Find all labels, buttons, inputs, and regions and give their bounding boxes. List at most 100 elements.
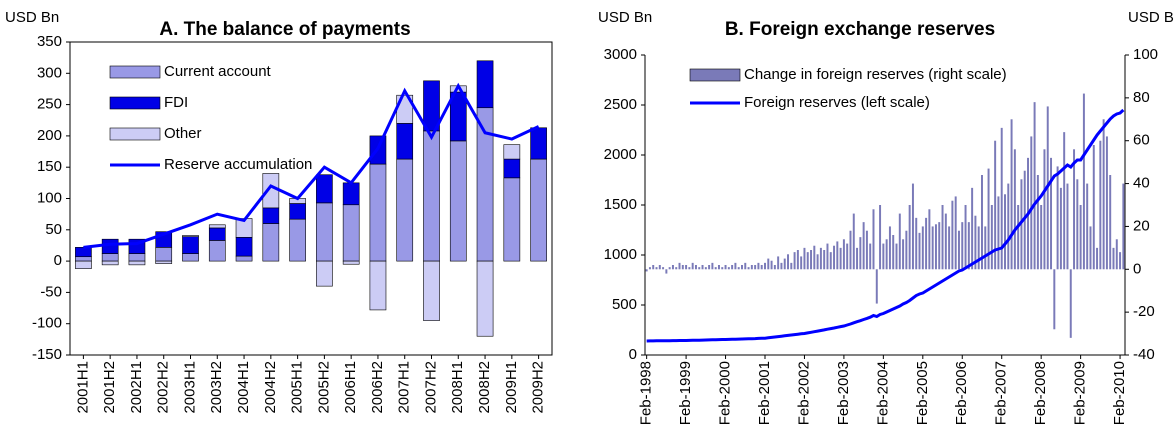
x-tick-label: 2001H2 [101,361,118,414]
bar [235,255,253,262]
bar [648,267,651,270]
bar [994,140,997,270]
legend-swatch [109,65,161,79]
bar [449,140,467,262]
bar [1063,132,1066,270]
x-tick-label: Feb-2008 [1032,361,1049,425]
y-tick-label: -150 [32,346,62,363]
bar [724,265,727,270]
bar [948,226,951,270]
bar [1073,149,1076,270]
y-tick-label: 2500 [604,96,637,113]
bar [737,267,740,270]
bar [1056,166,1059,270]
bar [503,144,521,160]
bar [977,226,980,270]
bar [908,205,911,270]
bar [1109,175,1112,270]
bar [208,240,226,262]
bar [747,267,750,270]
legend-swatch [689,68,741,82]
bar [342,260,360,265]
bar [262,223,280,262]
y2-tick-label: 60 [1133,132,1150,149]
x-tick-label: Feb-2001 [756,361,773,425]
bar [155,247,173,262]
bar [869,243,872,270]
bar [714,267,717,270]
chart-title: A. The balance of payments [159,19,410,40]
x-tick-label: 2008H2 [476,361,493,414]
bar [681,265,684,270]
bar [885,239,888,270]
bar [967,222,970,270]
bar [1030,136,1033,270]
bar [708,265,711,270]
bar [75,256,92,262]
bar [760,265,763,270]
x-tick-label: 2004H2 [262,361,279,414]
bar [235,237,253,257]
bar [727,267,730,270]
y-tick-label: -100 [32,315,62,332]
y-tick-label: 300 [37,64,62,81]
x-tick-label: 2003H2 [208,361,225,414]
bar [793,252,796,270]
bar [846,243,849,270]
bar [645,269,648,272]
bar [796,250,799,270]
bar [1122,183,1125,270]
x-tick-label: 2009H1 [503,361,520,414]
bar [182,253,199,262]
bar [1036,175,1039,270]
y-tick-label: 0 [629,346,637,363]
bar [721,267,724,270]
x-tick-label: 2005H2 [315,361,332,414]
x-tick-label: 2008H1 [449,361,466,414]
bar [981,175,983,270]
bar [990,205,993,270]
bar [744,262,747,270]
bar [503,158,521,179]
legend-label: Other [164,125,202,142]
bar [921,226,924,270]
bar [1050,157,1053,270]
y-tick-label: -50 [40,283,62,300]
bar [1004,194,1006,270]
bar [826,243,829,270]
x-tick-label: 2007H2 [422,361,439,414]
bar [957,230,960,270]
bar [342,182,360,206]
bar [875,269,878,304]
bar [1096,247,1099,270]
legend-label: Current account [164,63,272,80]
bar [931,226,934,270]
y2-tick-label: 80 [1133,89,1150,106]
bar [750,265,753,270]
bar [396,123,414,160]
bar [1076,179,1079,270]
bar [369,260,387,311]
bar [503,177,521,262]
legend-label: Change in foreign reserves (right scale) [744,66,1007,83]
bar [892,235,895,270]
y-tick-label: 3000 [604,46,637,63]
x-tick-label: 2004H1 [235,361,252,414]
bar [987,168,990,270]
bar [984,226,987,270]
bar [954,196,957,270]
bar [974,215,977,270]
bar [859,237,862,270]
bar [101,260,119,266]
bar [1000,127,1003,270]
y-tick-label: 250 [37,96,62,113]
bar [1040,205,1043,270]
plot-frame [69,41,553,356]
legend-swatch [109,127,161,141]
line-series [83,82,540,249]
bar [208,227,226,241]
x-tick-label: 2002H1 [128,361,145,414]
y2-tick-label: 100 [1133,46,1158,63]
y-tick-label: 500 [612,296,637,313]
